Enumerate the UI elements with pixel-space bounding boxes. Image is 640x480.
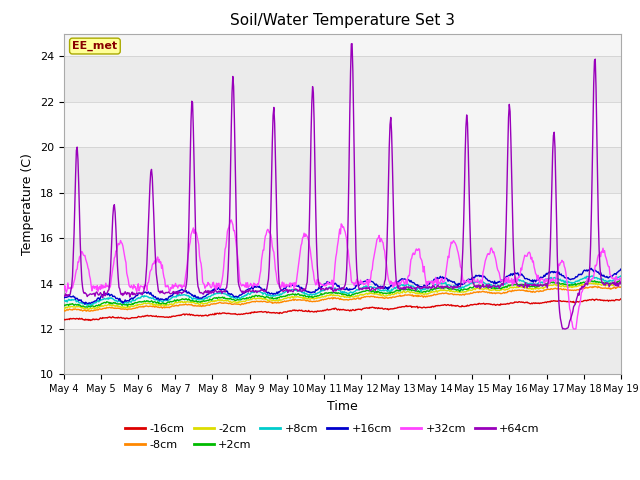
Line: +2cm: +2cm [64, 280, 621, 307]
-2cm [128, 303, 136, 309]
-16cm [214, 311, 222, 316]
Line: +16cm: +16cm [64, 268, 621, 304]
Line: -16cm: -16cm [64, 299, 621, 321]
-16cm [86, 318, 94, 324]
-8cm [214, 300, 221, 306]
-16cm [617, 296, 625, 302]
-8cm [591, 284, 599, 289]
+8cm [70, 297, 78, 302]
Bar [64, 284, 621, 329]
+32cm [127, 283, 135, 288]
Legend: -16cm, -8cm, -2cm, +2cm, +8cm, +16cm, +32cm, +64cm: -16cm, -8cm, -2cm, +2cm, +8cm, +16cm, +3… [125, 424, 540, 450]
+16cm [428, 279, 435, 285]
Line: -2cm: -2cm [64, 283, 621, 310]
+16cm [617, 266, 625, 272]
-2cm [85, 307, 93, 312]
Bar [64, 238, 621, 284]
-16cm [428, 304, 435, 310]
+32cm [411, 251, 419, 257]
+64cm [348, 41, 356, 47]
-2cm [60, 306, 68, 312]
-8cm [127, 306, 135, 312]
+32cm [184, 253, 192, 259]
+32cm [570, 326, 577, 332]
-2cm [617, 281, 625, 287]
-2cm [70, 304, 78, 310]
+8cm [214, 291, 222, 297]
+64cm [70, 230, 78, 236]
-2cm [214, 297, 222, 302]
-16cm [60, 316, 68, 322]
+16cm [214, 285, 222, 290]
+64cm [617, 281, 625, 287]
+8cm [617, 273, 625, 279]
Line: +32cm: +32cm [64, 220, 621, 329]
Y-axis label: Temperature (C): Temperature (C) [22, 153, 35, 255]
+64cm [428, 285, 435, 290]
Title: Soil/Water Temperature Set 3: Soil/Water Temperature Set 3 [230, 13, 455, 28]
+16cm [128, 295, 136, 301]
-8cm [184, 302, 192, 308]
-16cm [128, 315, 136, 321]
-8cm [617, 284, 625, 290]
+16cm [185, 289, 193, 295]
+2cm [411, 288, 419, 293]
+2cm [214, 295, 222, 300]
-8cm [410, 293, 418, 299]
+2cm [60, 302, 68, 308]
-16cm [411, 304, 419, 310]
+8cm [60, 298, 68, 303]
+2cm [81, 304, 89, 310]
Line: +64cm: +64cm [64, 44, 621, 329]
+32cm [428, 278, 435, 284]
+2cm [185, 296, 193, 302]
+64cm [60, 293, 68, 299]
+32cm [214, 285, 221, 291]
-2cm [411, 290, 419, 296]
-2cm [428, 288, 435, 294]
+32cm [617, 278, 625, 284]
-16cm [70, 316, 78, 322]
Bar [64, 56, 621, 102]
+2cm [617, 278, 625, 284]
+16cm [70, 294, 78, 300]
+16cm [411, 281, 419, 287]
X-axis label: Time: Time [327, 400, 358, 413]
+2cm [428, 287, 435, 292]
+64cm [411, 285, 419, 291]
+16cm [588, 265, 595, 271]
+32cm [70, 278, 78, 284]
-8cm [60, 308, 68, 314]
+8cm [86, 303, 94, 309]
+32cm [227, 217, 235, 223]
-8cm [426, 293, 434, 299]
+8cm [128, 298, 136, 303]
+64cm [127, 291, 135, 297]
-16cm [185, 312, 193, 317]
-2cm [591, 280, 598, 286]
Bar [64, 192, 621, 238]
+2cm [70, 302, 78, 308]
+16cm [60, 295, 68, 301]
+64cm [559, 326, 566, 332]
+8cm [185, 293, 193, 299]
+2cm [128, 301, 136, 307]
+32cm [60, 286, 68, 292]
Line: +8cm: +8cm [64, 276, 621, 306]
+64cm [184, 255, 192, 261]
+16cm [81, 301, 89, 307]
+64cm [214, 289, 221, 295]
-8cm [70, 307, 78, 312]
+8cm [428, 285, 435, 290]
Line: -8cm: -8cm [64, 287, 621, 311]
+2cm [587, 277, 595, 283]
Text: EE_met: EE_met [72, 41, 118, 51]
Bar [64, 147, 621, 192]
Bar [64, 102, 621, 147]
+8cm [411, 285, 419, 291]
-2cm [185, 299, 193, 305]
Bar [64, 329, 621, 374]
